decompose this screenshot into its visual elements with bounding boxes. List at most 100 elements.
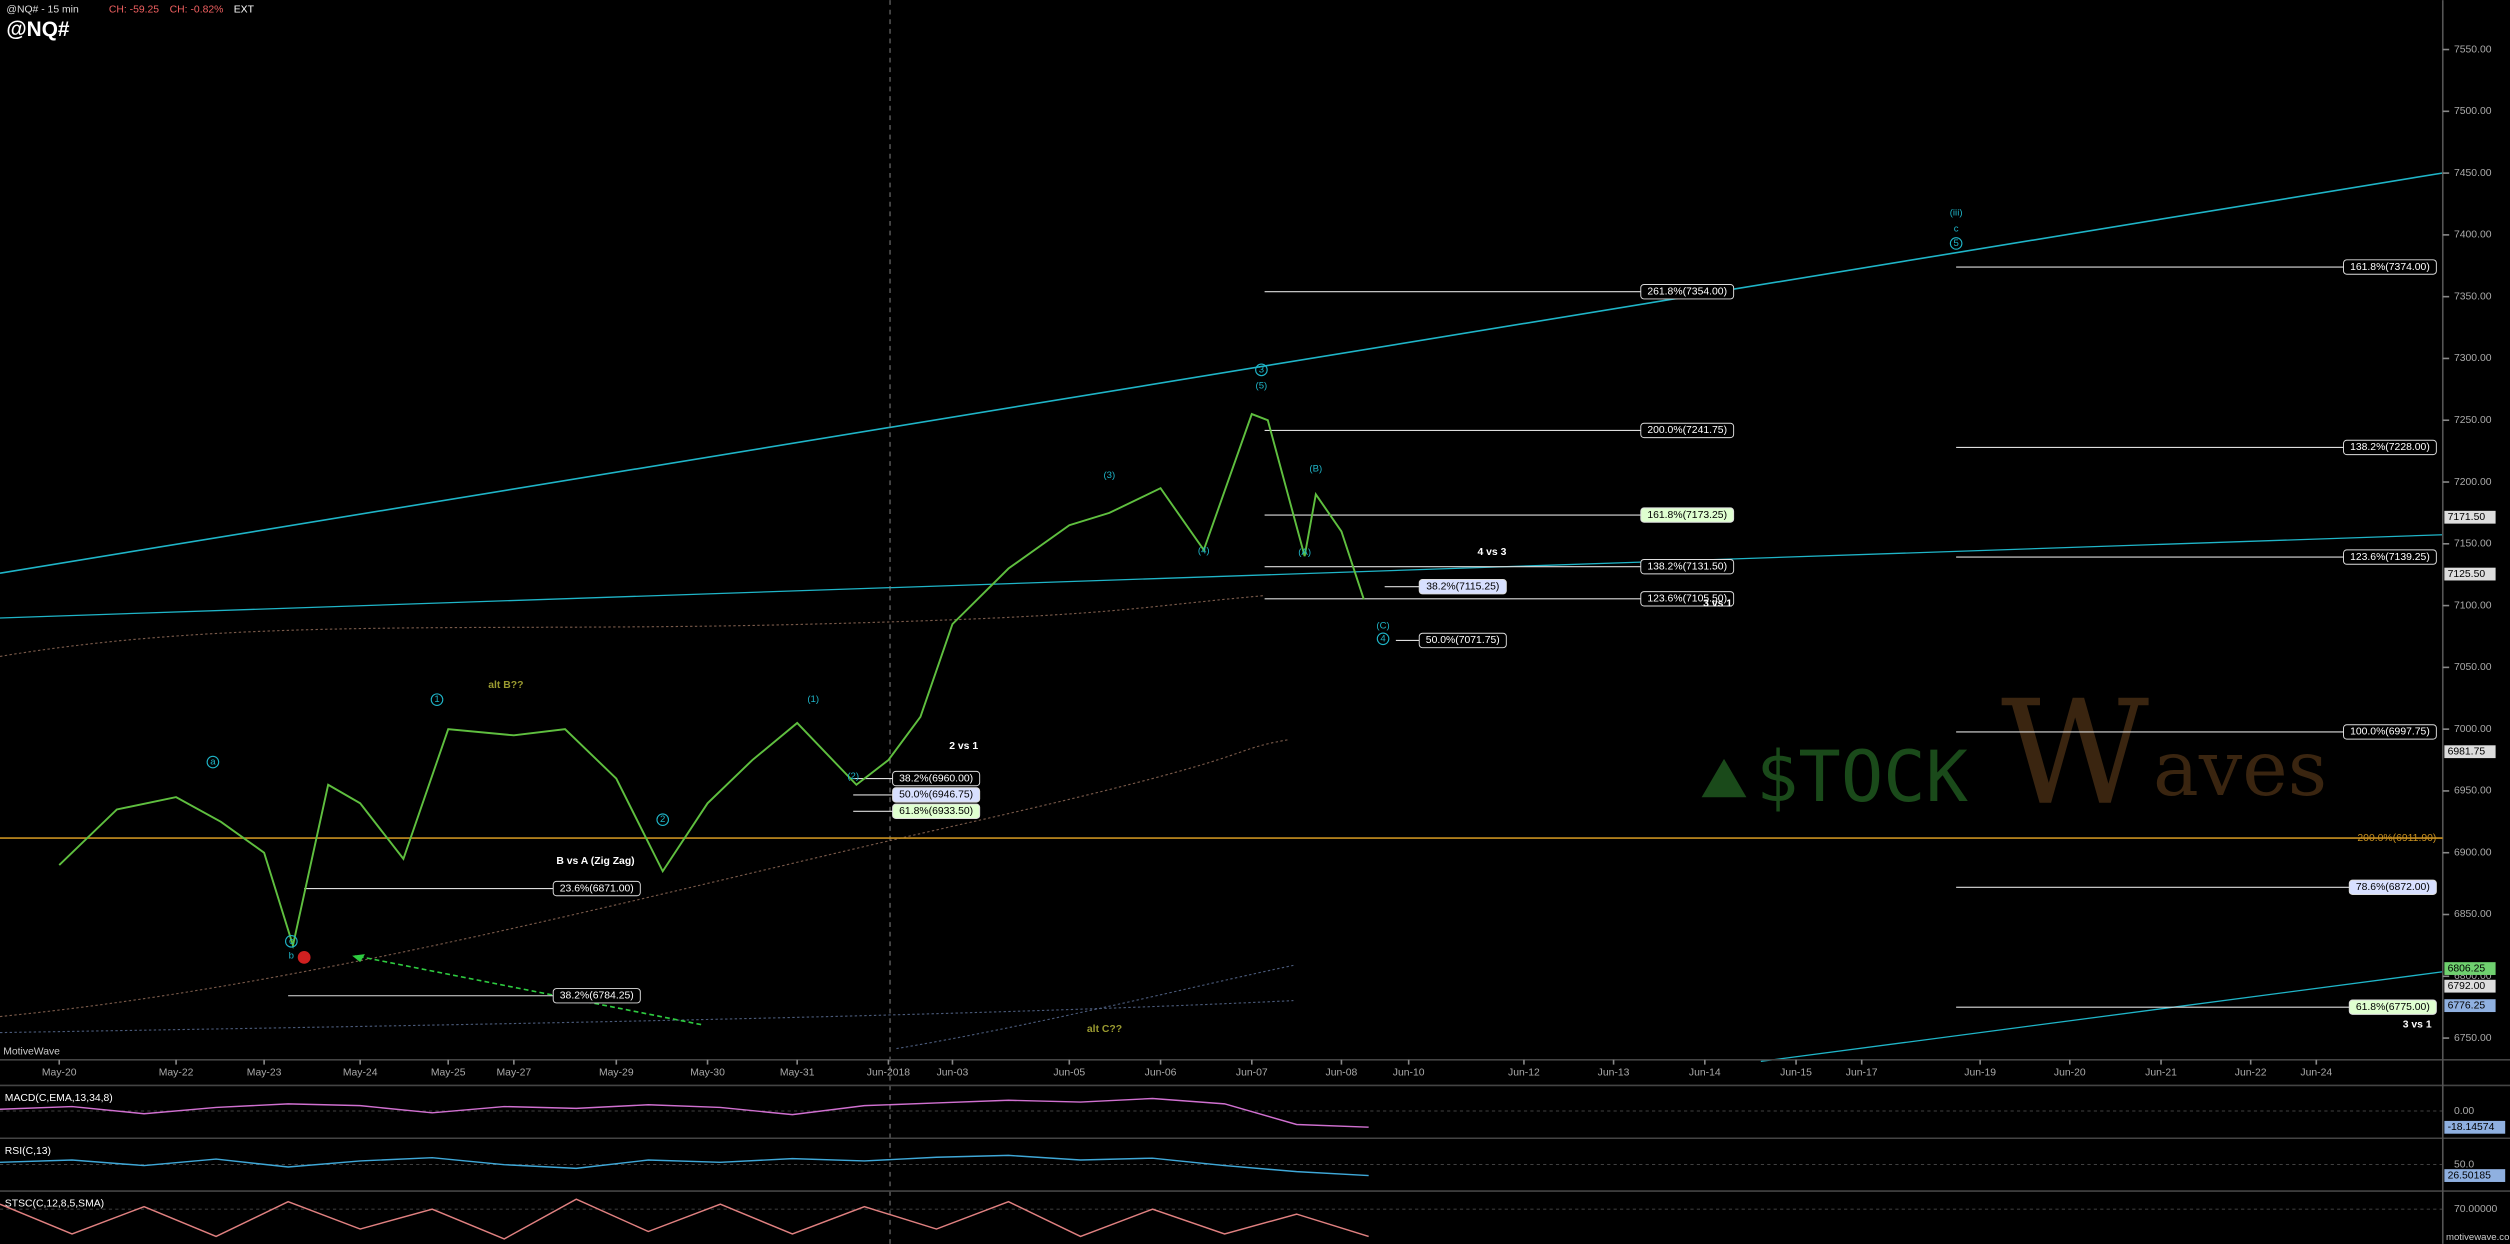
x-tick-label: May-31 xyxy=(780,1067,815,1078)
level-box xyxy=(2348,879,2437,896)
x-tick-label: Jun-2018 xyxy=(867,1067,911,1078)
level-box xyxy=(2343,439,2437,456)
wave-label: 3 xyxy=(1259,364,1264,375)
level-label: 100.0%(6997.75) xyxy=(2350,727,2430,738)
wave-label: (A) xyxy=(1298,547,1311,558)
footer: motivewave.com xyxy=(2446,1232,2510,1243)
level-box xyxy=(1418,579,1507,595)
x-tick-label: Jun-05 xyxy=(1053,1067,1085,1078)
price-tag-label: 7125.50 xyxy=(2448,569,2486,580)
x-tick-label: May-23 xyxy=(247,1067,282,1078)
wave-label: 1 xyxy=(434,694,439,705)
annotation: B vs A (Zig Zag) xyxy=(556,856,634,867)
price-line xyxy=(58,412,1365,950)
wave-label: (4) xyxy=(1198,545,1210,556)
x-tick-label: Jun-24 xyxy=(2300,1067,2332,1078)
x-tick-label: Jun-20 xyxy=(2054,1067,2086,1078)
price-tag xyxy=(2444,979,2496,993)
indicator-tick-label: 70.00000 xyxy=(2454,1204,2498,1215)
level-box xyxy=(892,803,981,820)
level-label: 138.2%(7131.50) xyxy=(1647,561,1727,572)
y-tick-label: 6900.00 xyxy=(2454,847,2492,858)
level-label: 138.2%(7228.00) xyxy=(2350,442,2430,453)
level-label: 23.6%(6871.00) xyxy=(560,883,634,894)
watermark: $TOCK xyxy=(1756,736,1969,818)
chart-title: @NQ# xyxy=(6,18,69,41)
moving-average xyxy=(0,1000,1294,1034)
level-box xyxy=(2343,259,2437,275)
y-tick-label: 7500.00 xyxy=(2454,106,2492,117)
y-tick-label: 7200.00 xyxy=(2454,477,2492,488)
level-label: 38.2%(6784.25) xyxy=(560,991,634,1002)
indicator-tick-label: 50.0 xyxy=(2454,1159,2474,1170)
header-change-pct: CH: -0.82% xyxy=(170,4,224,15)
moving-average xyxy=(0,595,1265,657)
wave-label: (1) xyxy=(807,694,819,705)
level-box xyxy=(1640,422,1735,439)
watermark: aves xyxy=(2153,725,2327,814)
price-tag xyxy=(2444,745,2496,759)
x-tick-label: Jun-10 xyxy=(1393,1067,1425,1078)
wave-circle xyxy=(1949,237,1963,250)
y-tick-label: 6800.00 xyxy=(2454,971,2492,982)
wave-label: b xyxy=(289,950,294,961)
indicator-tag xyxy=(2444,1169,2506,1182)
level-box xyxy=(1640,284,1735,300)
indicator-title: RSI(C,13) xyxy=(5,1146,51,1157)
x-tick-label: May-25 xyxy=(431,1067,466,1078)
level-box xyxy=(892,787,981,803)
price-tag-label: 6776.25 xyxy=(2448,1000,2486,1011)
x-tick-label: May-27 xyxy=(497,1067,532,1078)
x-tick-label: May-29 xyxy=(599,1067,634,1078)
wave-label: 4 xyxy=(1380,633,1386,644)
wave-label: 5 xyxy=(1953,238,1958,249)
wave-label: c xyxy=(1954,224,1959,235)
header-change: CH: -59.25 xyxy=(109,4,159,15)
level-box xyxy=(1640,507,1735,523)
x-tick-label: May-20 xyxy=(42,1067,77,1078)
trend-line xyxy=(1760,971,2443,1063)
level-box xyxy=(1640,558,1735,575)
watermark-logo xyxy=(1701,758,1747,798)
wave-circle xyxy=(285,935,298,948)
price-tag xyxy=(2444,999,2496,1013)
indicator-title: MACD(C,EMA,13,34,8) xyxy=(5,1093,113,1104)
level-label: 38.2%(7115.25) xyxy=(1426,581,1499,592)
wave-label: (3) xyxy=(1103,470,1115,481)
y-tick-label: 6950.00 xyxy=(2454,786,2492,797)
level-label: 61.8%(6775.00) xyxy=(2356,1002,2430,1013)
x-tick-label: Jun-03 xyxy=(937,1067,969,1078)
level-label: 50.0%(7071.75) xyxy=(1426,635,1500,646)
level-box xyxy=(552,880,641,897)
indicator-line xyxy=(0,1198,1369,1240)
indicator-title: STSC(C,12,8,5,SMA) xyxy=(5,1199,104,1210)
level-label: 61.8%(6933.50) xyxy=(899,806,973,817)
level-box xyxy=(1418,632,1507,649)
wave-label: c xyxy=(289,936,294,947)
x-tick-label: Jun-19 xyxy=(1964,1067,1996,1078)
level-label: 161.8%(7173.25) xyxy=(1647,510,1727,521)
wave-label: (5) xyxy=(1256,380,1268,391)
x-tick-label: Jun-07 xyxy=(1236,1067,1268,1078)
x-tick-label: Jun-22 xyxy=(2235,1067,2267,1078)
wave-circle xyxy=(430,693,444,706)
wave-label: (B) xyxy=(1309,464,1322,475)
y-tick-label: 6750.00 xyxy=(2454,1033,2492,1044)
indicator-tag-label: 26.50185 xyxy=(2448,1170,2492,1181)
annotation: 2 vs 1 xyxy=(949,741,978,752)
wave-circle xyxy=(656,813,670,827)
y-tick-label: 7050.00 xyxy=(2454,662,2492,673)
subtitle: @NQ# - 15 min xyxy=(6,4,79,15)
level-box xyxy=(2343,549,2437,565)
level-label: 161.8%(7374.00) xyxy=(2350,262,2430,273)
annotation: alt B?? xyxy=(488,680,523,691)
y-tick-label: 7400.00 xyxy=(2454,230,2492,241)
x-tick-label: May-30 xyxy=(690,1067,725,1078)
alert-icon xyxy=(297,950,311,964)
x-tick-label: Jun-21 xyxy=(2145,1067,2177,1078)
price-tag-label: 6792.00 xyxy=(2448,981,2486,992)
x-tick-label: Jun-06 xyxy=(1145,1067,1177,1078)
wave-circle xyxy=(1255,363,1268,377)
